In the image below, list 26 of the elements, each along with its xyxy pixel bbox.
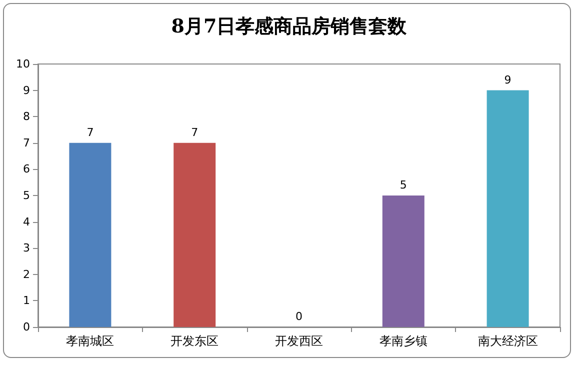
y-tick-label: 9 <box>23 84 30 97</box>
y-tick-label: 0 <box>23 320 30 334</box>
y-tick-label: 6 <box>23 162 30 176</box>
y-tick-label: 3 <box>23 242 30 255</box>
y-tick-label: 7 <box>23 136 30 150</box>
y-tick-label: 5 <box>23 189 30 202</box>
bar <box>486 90 529 327</box>
y-tick-label: 1 <box>23 294 30 308</box>
x-tick-label: 开发东区 <box>170 334 219 348</box>
data-label: 7 <box>191 126 198 139</box>
y-tick-label: 8 <box>23 110 30 124</box>
data-label: 0 <box>296 310 302 323</box>
bar <box>174 142 216 327</box>
data-label: 9 <box>504 73 512 86</box>
y-tick-label: 2 <box>23 268 30 281</box>
data-label: 7 <box>86 126 94 139</box>
y-tick-label: 10 <box>16 58 30 70</box>
bar <box>69 142 112 327</box>
data-label: 5 <box>400 178 407 192</box>
bar <box>382 196 424 327</box>
chart-title: 8月7日孝感商品房销售套数 <box>171 16 408 38</box>
y-tick-label: 4 <box>23 215 30 228</box>
x-tick-label: 孝南乡镇 <box>379 334 428 348</box>
x-tick-label: 南大经济区 <box>478 334 538 348</box>
x-tick-label: 开发西区 <box>275 334 323 348</box>
x-tick-label: 孝南城区 <box>66 334 114 348</box>
